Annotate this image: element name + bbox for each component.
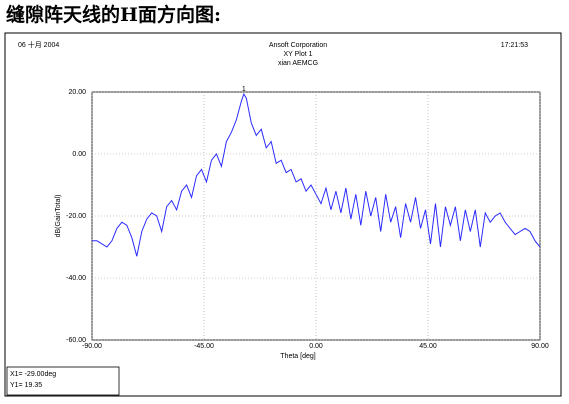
marker-x-text: X1= -29.00deg — [10, 371, 56, 378]
x-tick-label: -90.00 — [82, 343, 102, 350]
y-axis-label: dB(GainTotal) — [55, 195, 62, 238]
marker-label: 1 — [242, 86, 246, 93]
plot-company: Ansoft Corporation — [269, 42, 327, 49]
y-tick-label: 20.00 — [68, 89, 86, 96]
x-axis-label: Theta [deg] — [280, 353, 315, 360]
x-tick-label: 0.00 — [309, 343, 323, 350]
page-title: 缝隙阵天线的H面方向图: — [6, 3, 221, 26]
plot-frame — [4, 32, 562, 397]
plot-time: 17:21:53 — [501, 42, 528, 49]
marker-box — [6, 366, 120, 396]
x-tick-label: -45.00 — [194, 343, 214, 350]
y-tick-label: -40.00 — [66, 275, 86, 282]
plot-name: XY Plot 1 — [283, 51, 312, 58]
y-tick-label: -20.00 — [66, 213, 86, 220]
plot-date: 06 十月 2004 — [18, 40, 59, 49]
plot-subtitle: xian AEMCG — [278, 60, 318, 67]
y-tick-label: 0.00 — [72, 151, 86, 158]
y-tick-label: -60.00 — [66, 337, 86, 344]
x-tick-label: 90.00 — [531, 343, 549, 350]
data-line — [92, 92, 541, 257]
x-tick-label: 45.00 — [419, 343, 437, 350]
marker-y-text: Y1= 19.35 — [10, 382, 42, 389]
